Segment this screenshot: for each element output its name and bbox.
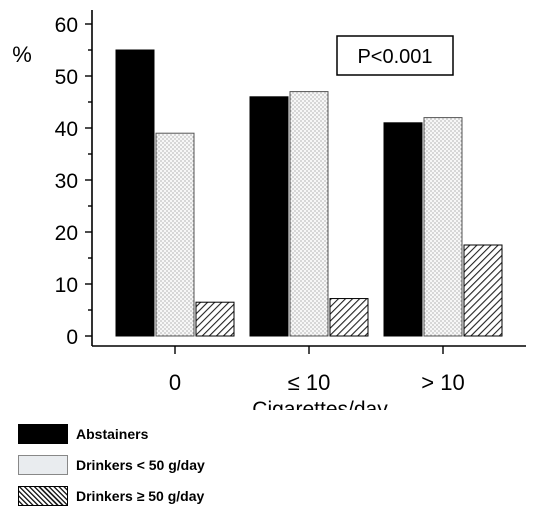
bar [249,96,289,337]
y-axis-label: % [12,42,32,67]
axes [85,10,526,354]
y-tick-label: 30 [55,170,78,193]
legend-swatch-abstainers [18,423,68,444]
legend-swatch-drinkers-ge-50 [18,485,68,506]
y-tick-label: 40 [55,118,78,141]
x-tick-label: 0 [169,370,181,395]
y-tick-label: 20 [55,222,78,245]
labels: 0 10 20 30 40 50 60 0 ≤ 10 > 10 [55,14,465,395]
legend-swatch-drinkers-lt-50 [18,454,68,475]
bars [115,49,503,337]
bar [463,244,503,337]
bar [329,298,369,337]
x-tick-label: ≤ 10 [288,370,331,395]
legend-item-drinkers-lt-50: Drinkers < 50 g/day [18,449,205,480]
y-tick-label: 50 [55,66,78,89]
legend-label-drinkers-lt-50: Drinkers < 50 g/day [76,456,205,473]
y-tick-label: 10 [55,274,78,297]
bar [155,132,195,337]
bar [115,49,155,337]
legend: Abstainers Drinkers < 50 g/day Drinkers … [18,418,205,511]
y-tick-label: 0 [66,326,78,349]
bar [423,117,463,337]
bar [383,122,423,337]
x-axis-label: Cigarettes/day [252,398,388,410]
x-tick-label: > 10 [421,370,464,395]
legend-item-abstainers: Abstainers [18,418,205,449]
y-tick-label: 60 [55,14,78,37]
bar-chart: 0 10 20 30 40 50 60 0 ≤ 10 > 10 P<0.001 % Cigaret… [12,10,526,410]
bar [195,301,235,337]
legend-item-drinkers-ge-50: Drinkers ≥ 50 g/day [18,480,205,511]
bar [289,91,329,337]
legend-label-abstainers: Abstainers [76,425,149,442]
legend-label-drinkers-ge-50: Drinkers ≥ 50 g/day [76,487,205,504]
p-value-annotation: P<0.001 [357,46,432,68]
p-value-box: P<0.001 [336,35,454,76]
